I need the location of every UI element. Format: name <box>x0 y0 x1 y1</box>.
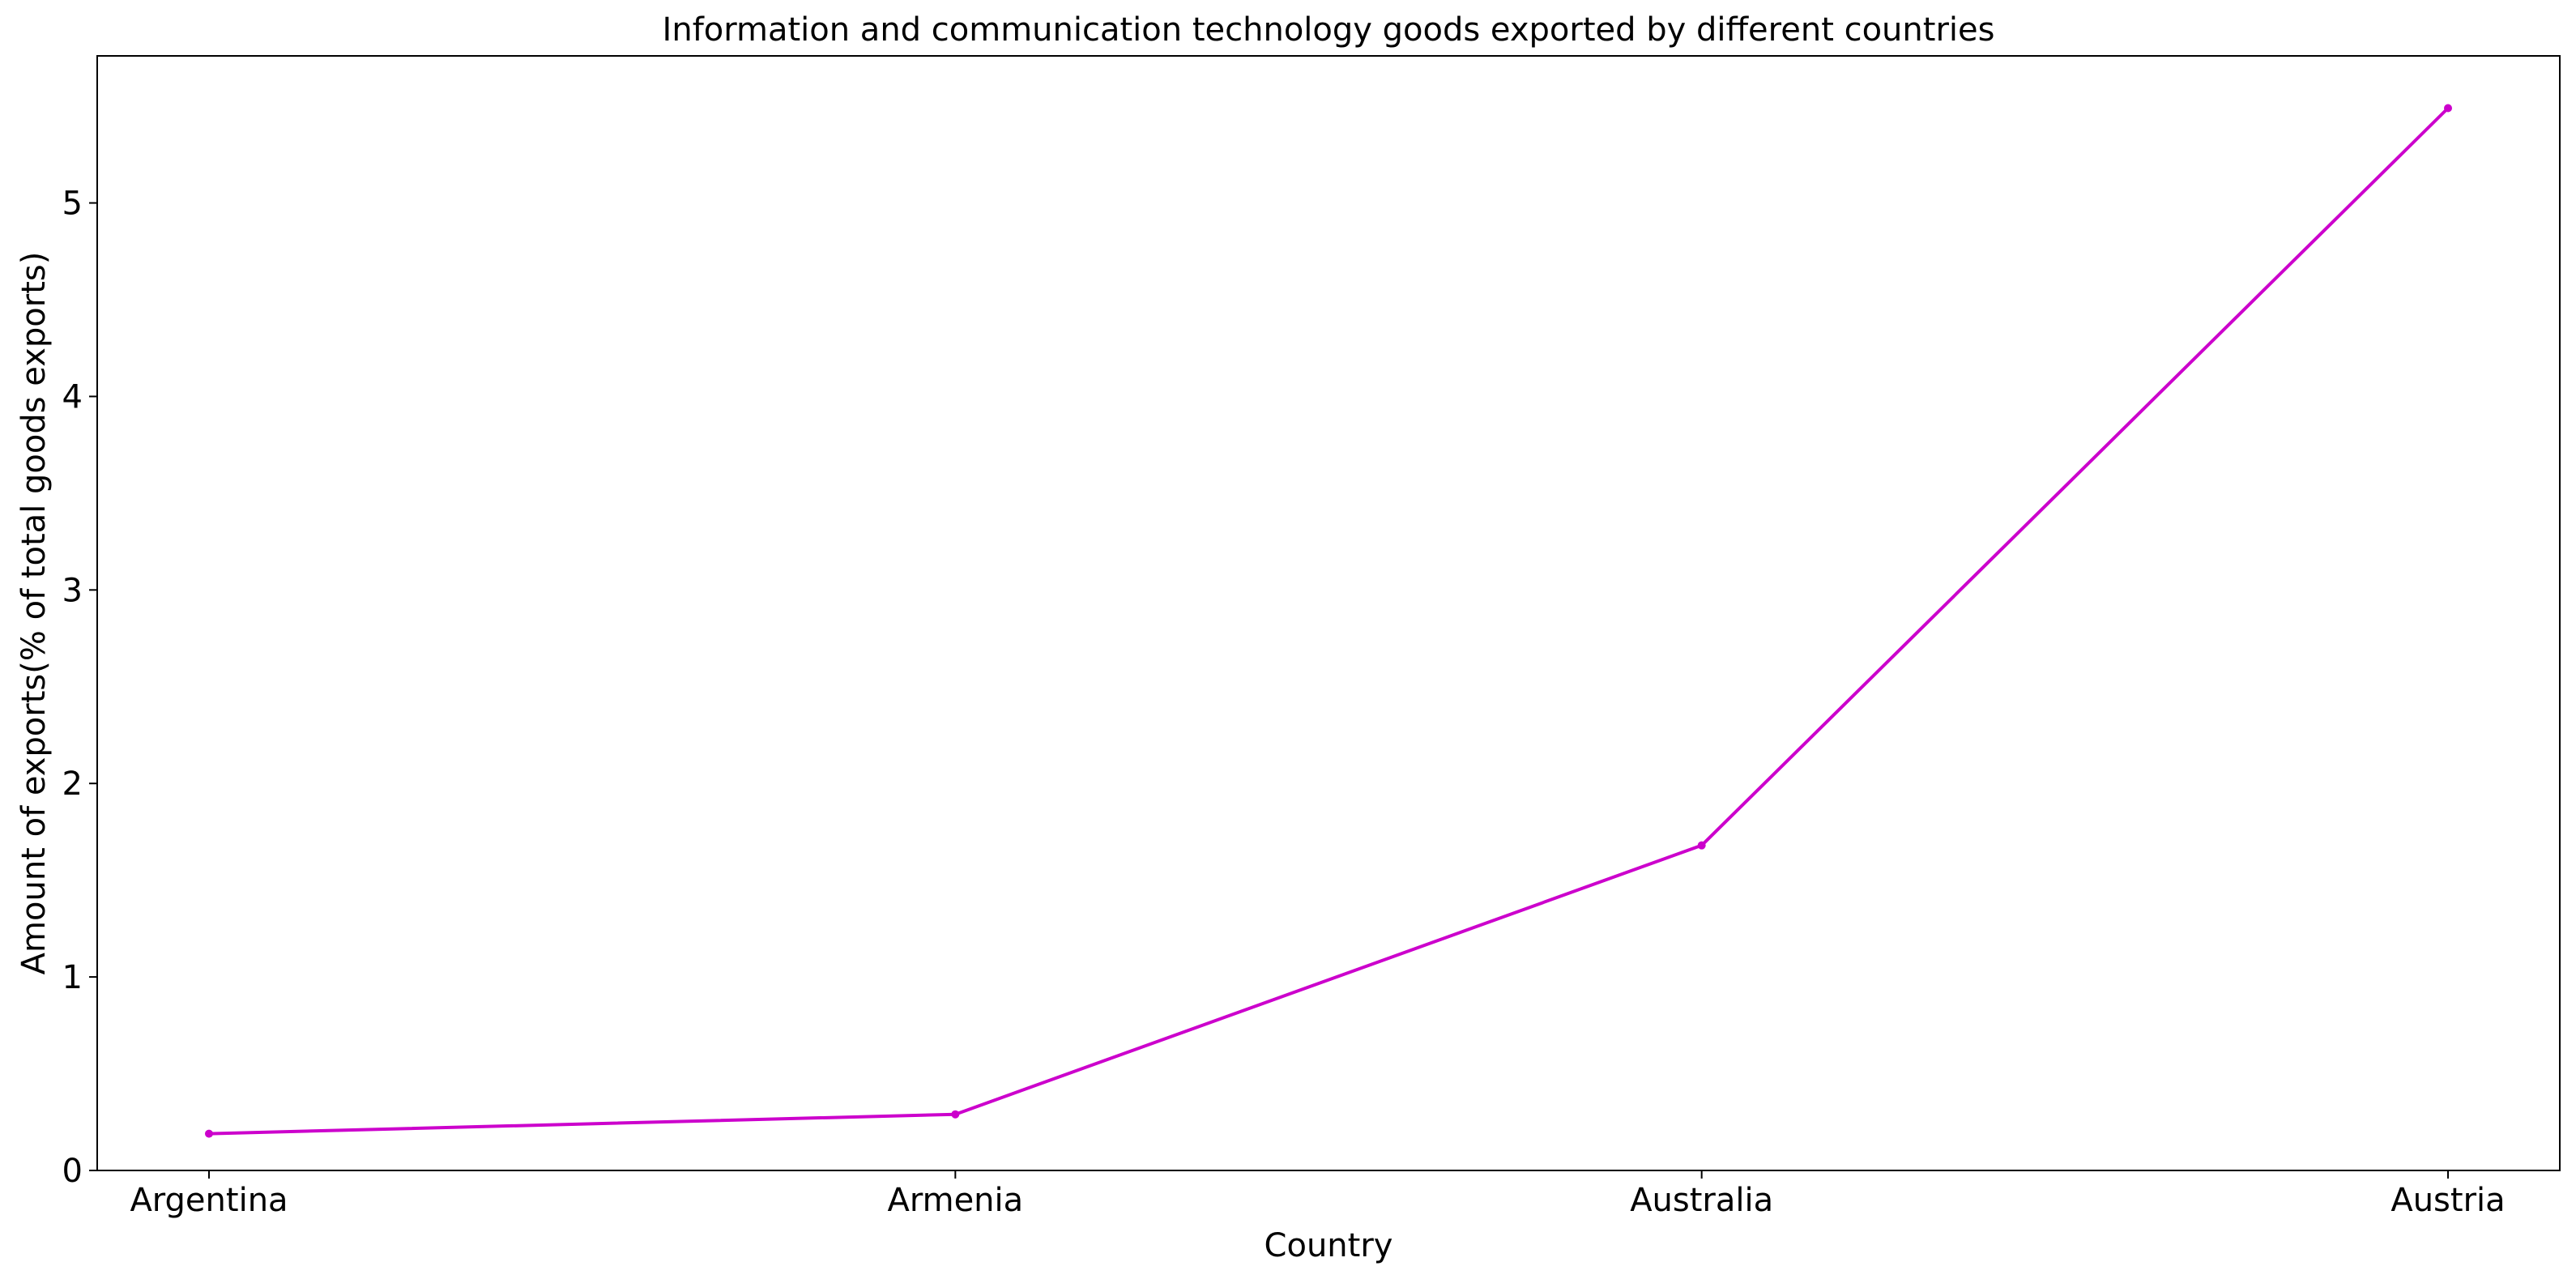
x-axis-label: Country <box>1265 1227 1393 1264</box>
data-point-austria <box>2444 104 2452 113</box>
x-tick-label-austria: Austria <box>2390 1182 2505 1219</box>
y-tick-label-1: 1 <box>62 959 83 996</box>
y-tick-label-4: 4 <box>62 378 83 416</box>
plot-frame <box>96 55 2561 1171</box>
x-tick-label-armenia: Armenia <box>888 1182 1024 1219</box>
chart-title: Information and communication technology… <box>663 11 1995 49</box>
plot-area: Argentina Armenia Australia Austria 0 1 2 3 4 5 <box>62 55 2561 1219</box>
series-layer <box>205 104 2452 1138</box>
series-line-0 <box>207 106 2450 1136</box>
x-tick-label-australia: Australia <box>1630 1182 1773 1219</box>
x-axis-ticks: Argentina Armenia Australia Austria <box>130 1170 2506 1219</box>
data-point-armenia <box>951 1110 960 1119</box>
x-tick-label-argentina: Argentina <box>130 1182 288 1219</box>
y-tick-label-5: 5 <box>62 185 83 223</box>
y-tick-label-3: 3 <box>62 572 83 609</box>
y-axis-label: Amount of exports(% of total goods expor… <box>15 252 53 975</box>
data-point-argentina <box>205 1129 213 1138</box>
y-tick-label-2: 2 <box>62 765 83 803</box>
y-tick-label-0: 0 <box>62 1153 83 1190</box>
data-point-australia <box>1697 841 1706 850</box>
y-axis-ticks: 0 1 2 3 4 5 <box>62 185 97 1190</box>
